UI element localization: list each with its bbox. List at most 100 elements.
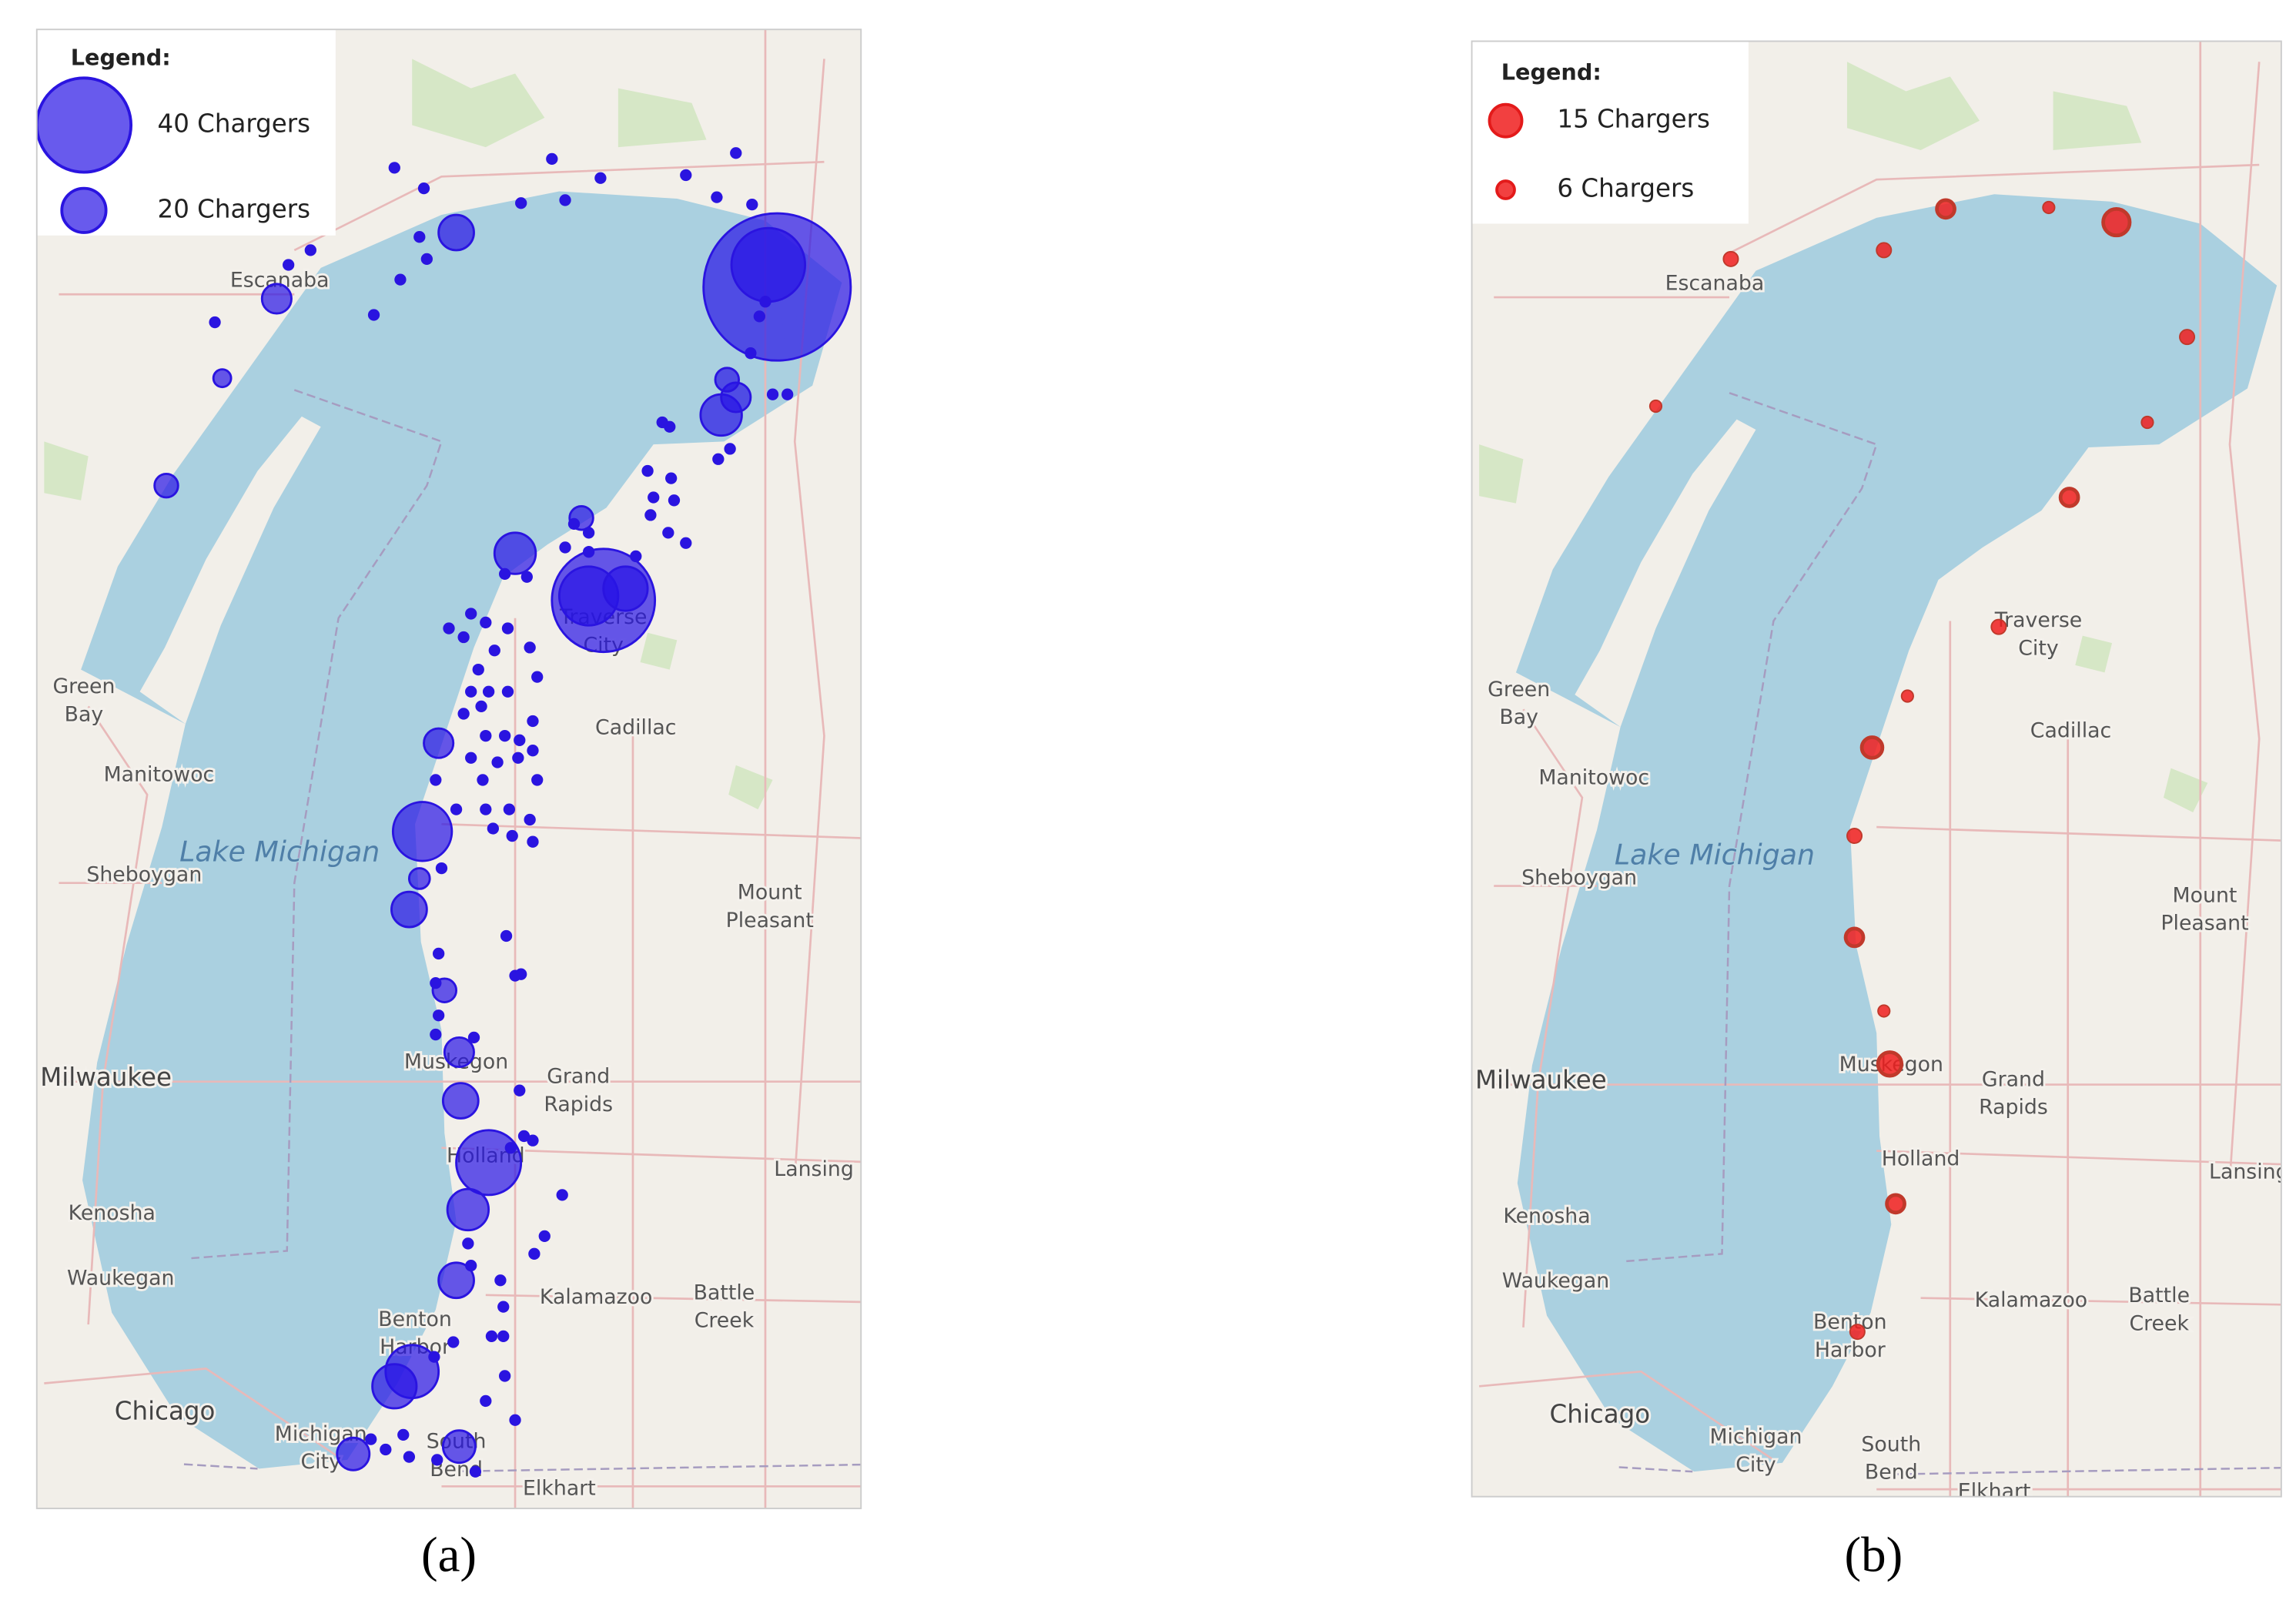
city-label: Grand [1982,1067,2045,1091]
map-panel: Escanaba Green Bay Manitowoc Sheboygan Milwau… [36,29,883,1560]
city-label: Traverse [1994,608,2082,632]
charger-marker [527,745,539,757]
charger-marker [602,565,649,612]
charger-marker [745,347,757,360]
city-label: Kalamazoo [1975,1288,2088,1312]
charger-marker [527,715,539,728]
legend-marker [36,76,133,174]
charger-marker [390,890,428,929]
charger-marker [443,1036,475,1069]
city-label: Rapids [544,1093,613,1117]
panel-frame [35,28,862,1509]
charger-marker [665,472,678,484]
charger-marker [457,631,470,644]
legend-label: 6 Chargers [1557,174,1694,203]
city-label: Sheboygan [1521,865,1637,889]
charger-marker [494,1274,507,1287]
city-label: Mount [2173,883,2237,907]
legend-title: Legend: [1501,59,1602,85]
charger-marker [2140,415,2154,430]
city-label: Kenosha [69,1201,156,1225]
charger-marker [472,663,484,676]
charger-marker [493,531,537,575]
charger-marker [209,316,221,329]
charger-marker [457,708,470,720]
legend-marker [1495,179,1516,200]
city-label: Elkhart [1958,1479,2031,1503]
charger-marker [497,1330,510,1342]
city-label: Waukegan [67,1266,174,1290]
city-label: Cadillac [595,716,676,740]
charger-marker [546,152,558,166]
city-label: Waukegan [1502,1269,1609,1293]
charger-marker [712,453,725,465]
city-label: Green [52,675,115,698]
charger-marker [455,1129,523,1197]
charger-marker [465,685,477,698]
charger-marker [514,734,526,746]
charger-marker [668,494,681,507]
charger-marker [497,1301,510,1313]
charger-marker [1846,828,1863,845]
lake-label: Lake Michigan [179,835,380,868]
city-label: Bend [1865,1461,1918,1485]
city-label: Battle [694,1281,755,1304]
charger-marker [465,608,477,620]
charger-marker [371,1363,418,1410]
charger-marker [656,416,668,429]
charger-marker [753,310,765,323]
charger-marker [594,172,607,184]
charger-marker [491,756,504,768]
city-label: Milwaukee [40,1063,172,1092]
city-label: Cadillac [2030,718,2111,742]
charger-marker [480,1394,492,1408]
charger-marker [644,509,657,521]
charger-marker [437,213,475,252]
caption: (a) [421,1528,477,1583]
city-label: City [300,1450,341,1474]
charger-marker [512,752,524,764]
charger-marker [260,283,293,315]
charger-marker [397,1428,410,1441]
charger-marker [1843,926,1866,949]
charger-marker [430,977,442,989]
charger-marker [1877,1004,1891,1018]
charger-marker [524,813,536,826]
charger-marker [556,1189,568,1201]
charger-marker [567,517,581,531]
charger-marker [680,169,692,182]
charger-marker [1900,689,1914,703]
charger-marker [2179,329,2196,346]
charger-marker [488,644,500,657]
city-label: Bay [65,702,104,726]
city-label: Lansing [2209,1160,2289,1184]
charger-marker [499,1370,511,1382]
city-label: Elkhart [523,1477,596,1501]
caption: (b) [1845,1528,1903,1583]
city-label: Pleasant [2160,912,2248,936]
legend-marker [1488,102,1524,139]
charger-marker [1885,1193,1906,1215]
charger-marker [304,244,316,256]
city-label: Sheboygan [86,863,202,887]
charger-marker [153,472,179,499]
city-label: Manitowoc [1538,766,1649,790]
charger-marker [582,546,595,558]
charger-marker [531,774,544,786]
charger-marker [432,1009,445,1022]
charger-marker [766,388,779,400]
charger-marker [437,1261,475,1300]
charger-marker [446,1187,490,1232]
city-label: Green [1488,678,1550,701]
charger-marker [447,1336,460,1348]
charger-marker [520,571,533,583]
charger-marker [782,388,794,400]
charger-marker [367,309,380,321]
charger-marker [391,801,454,862]
charger-marker [480,616,492,629]
charger-marker [441,1429,477,1465]
charger-marker [407,867,431,890]
charger-marker [480,803,492,815]
legend-label: 40 Chargers [158,109,311,138]
charger-marker [423,727,455,759]
